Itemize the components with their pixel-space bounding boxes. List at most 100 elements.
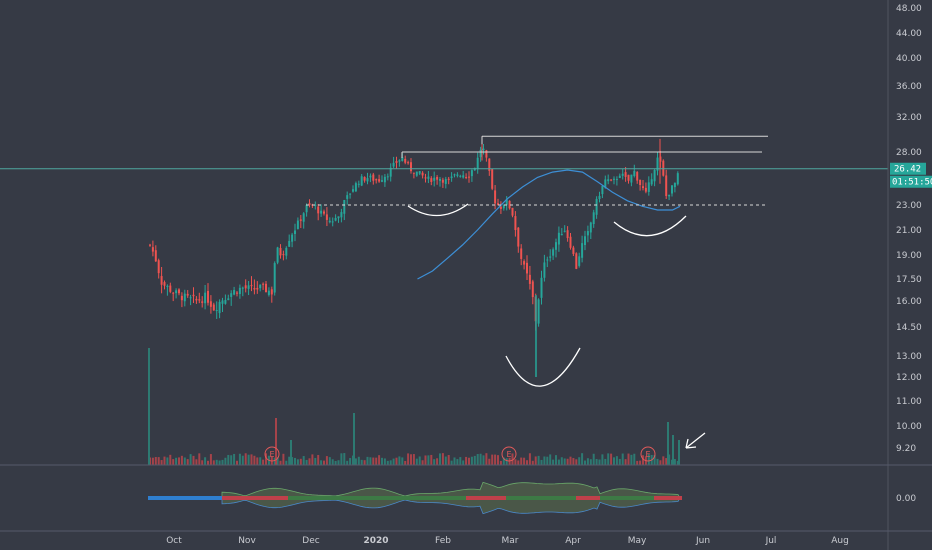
candle-body	[276, 247, 279, 263]
candle-body	[592, 212, 595, 225]
candle-body	[485, 150, 488, 158]
volume-bar	[279, 460, 282, 465]
volume-bar	[497, 455, 499, 465]
candle-body	[218, 301, 221, 314]
candle-body	[299, 219, 302, 221]
candle-body	[198, 299, 201, 301]
candle-body	[502, 204, 505, 209]
last-price-box	[890, 162, 926, 175]
candle-body	[244, 285, 247, 289]
volume-bar	[308, 458, 311, 465]
candle-body	[639, 179, 642, 185]
time-tick-label: Jun	[695, 536, 710, 546]
candle-body	[346, 195, 349, 199]
volume-bar	[476, 454, 479, 465]
candle-body	[488, 158, 491, 171]
volume-bar	[517, 460, 520, 465]
volume-bar	[227, 454, 230, 465]
volume-bar	[360, 459, 363, 465]
oscillator-strip	[466, 496, 506, 500]
volume-bar	[465, 456, 468, 465]
volume-bar	[236, 460, 238, 465]
volume-bar	[349, 458, 352, 465]
candle-body	[282, 254, 285, 256]
volume-bar	[160, 460, 163, 465]
volume-bar	[598, 459, 601, 465]
candle-body	[270, 289, 273, 295]
candle-body	[154, 250, 157, 262]
candle-body	[372, 174, 375, 181]
volume-bar	[407, 453, 410, 465]
volume-bar	[665, 458, 668, 465]
time-tick-label: Oct	[166, 536, 182, 546]
pattern-drawings	[407, 203, 706, 449]
volume-bar	[627, 453, 630, 465]
volume-bar	[238, 453, 241, 465]
volume-bar	[563, 458, 566, 465]
time-tick-label: May	[628, 536, 647, 546]
candle-body	[160, 276, 163, 285]
time-axis[interactable]: Oct Nov Dec 2020 Feb Mar Apr May Jun Jul Aug	[166, 536, 849, 546]
earnings-marker-label: E	[645, 450, 650, 459]
right-shoulder-arc	[613, 215, 687, 237]
candle-body	[209, 301, 212, 307]
volume-bar	[615, 456, 618, 465]
candle-body	[499, 206, 502, 209]
volume-bar	[148, 348, 150, 465]
volume-bar	[328, 457, 331, 465]
candle-body	[624, 172, 627, 177]
volume-bar	[320, 460, 323, 465]
volume-bar	[317, 454, 320, 465]
volume-bar	[552, 459, 555, 465]
volume-bar	[479, 453, 482, 465]
volume-bar	[566, 458, 569, 465]
candle-body	[636, 172, 639, 181]
volume-bar	[178, 457, 180, 465]
candle-body	[584, 236, 586, 246]
price-candles	[149, 136, 679, 377]
candle-body	[618, 175, 621, 178]
candle-body	[236, 292, 238, 294]
volume-bar	[302, 456, 305, 465]
candle-body	[366, 178, 369, 182]
volume-bar	[450, 460, 453, 465]
candle-body	[302, 213, 305, 222]
candle-body	[157, 260, 160, 274]
volume-bar	[557, 459, 560, 465]
candle-body	[224, 299, 227, 304]
volume-bar	[375, 457, 378, 465]
candle-body	[647, 182, 650, 192]
price-tick-label: 17.50	[896, 275, 922, 285]
candle-body	[285, 247, 288, 256]
candle-body	[430, 178, 433, 182]
volume-bar	[581, 453, 584, 465]
countdown-box	[890, 175, 932, 188]
volume-bar	[189, 454, 192, 465]
earnings-marker-icon	[264, 446, 280, 462]
volume-bar	[540, 459, 543, 465]
candle-body	[610, 179, 613, 181]
candle-body	[479, 149, 482, 158]
time-tick-label: Nov	[238, 536, 256, 546]
volume-bar	[291, 457, 294, 465]
ma-line	[417, 169, 681, 280]
last-price-label: 26.42	[894, 165, 921, 175]
volume-bar	[526, 460, 528, 465]
candle-body	[671, 185, 673, 194]
volume-bar	[575, 459, 578, 465]
candle-body	[621, 173, 624, 176]
volume-bar	[340, 453, 343, 465]
volume-bar	[427, 455, 430, 465]
candle-body	[514, 216, 517, 231]
candle-body	[560, 233, 563, 236]
candle-body	[427, 176, 430, 179]
candle-body	[566, 230, 569, 239]
volume-bar	[491, 454, 494, 465]
price-tick-label: 16.00	[896, 297, 922, 307]
volume-bar	[514, 459, 517, 465]
volume-bar	[395, 457, 398, 465]
candle-body	[296, 220, 299, 229]
head-arc	[505, 347, 581, 387]
